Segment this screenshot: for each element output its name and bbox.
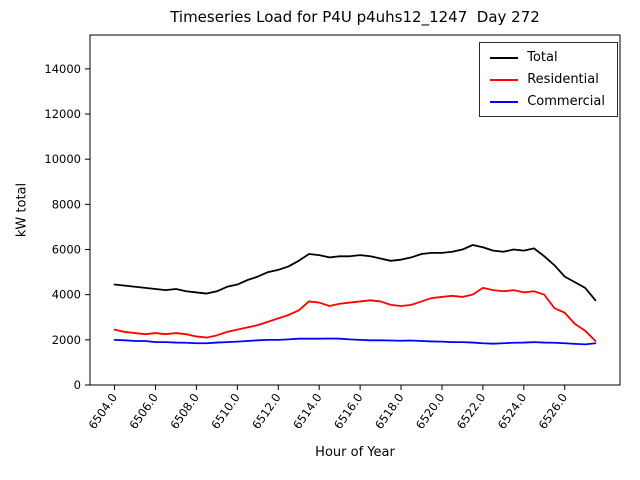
y-tick-label: 10000 xyxy=(44,152,81,166)
series-line-commercial xyxy=(113,337,597,346)
x-axis-label: Hour of Year xyxy=(315,445,395,460)
x-tick-label: 6524.0 xyxy=(495,391,530,432)
x-tick-label: 6516.0 xyxy=(331,391,366,432)
legend-label-residential: Residential xyxy=(527,72,599,87)
legend-entry-residential: Residential xyxy=(490,73,605,86)
x-tick-label: 6508.0 xyxy=(167,391,202,432)
x-tick-label: 6518.0 xyxy=(372,391,407,432)
y-tick-label: 12000 xyxy=(44,107,81,121)
commercial-line-swatch xyxy=(490,100,519,103)
series-line-total xyxy=(113,244,597,302)
x-tick-label: 6514.0 xyxy=(290,391,325,432)
residential-line-swatch xyxy=(490,78,519,81)
chart-title: Timeseries Load for P4U p4uhs12_1247 Day… xyxy=(170,8,540,26)
y-tick-label: 2000 xyxy=(52,333,81,347)
axes-frame xyxy=(89,34,621,386)
legend-entry-commercial: Commercial xyxy=(490,95,605,108)
series-line-residential xyxy=(113,286,597,342)
x-tick-label: 6504.0 xyxy=(85,391,120,432)
legend-label-commercial: Commercial xyxy=(527,94,605,109)
legend-label-total: Total xyxy=(527,50,558,65)
legend-entry-total: Total xyxy=(490,51,605,64)
y-tick-label: 14000 xyxy=(44,62,81,76)
total-line-swatch xyxy=(490,56,519,59)
x-tick-label: 6512.0 xyxy=(249,391,284,432)
y-tick-label: 0 xyxy=(74,378,81,392)
y-tick-label: 4000 xyxy=(52,288,81,302)
x-tick-label: 6520.0 xyxy=(413,391,448,432)
legend: Total Residential Commercial xyxy=(479,42,618,117)
x-tick-label: 6526.0 xyxy=(536,391,571,432)
x-tick-label: 6506.0 xyxy=(126,391,161,432)
y-tick-label: 8000 xyxy=(52,197,81,211)
x-tick-label: 6522.0 xyxy=(454,391,489,432)
y-tick-label: 6000 xyxy=(52,243,81,257)
x-tick-label: 6510.0 xyxy=(208,391,243,432)
